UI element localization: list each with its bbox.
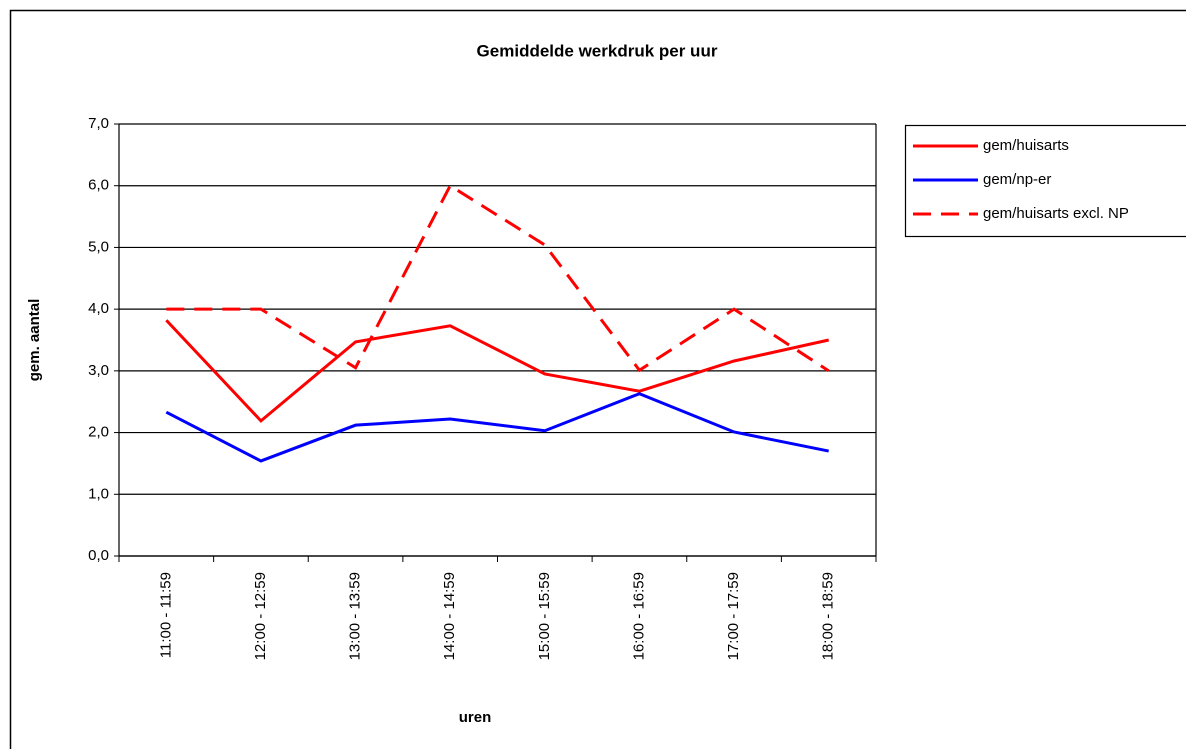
x-tick-label: 18:00 - 18:59 [820, 572, 837, 660]
y-tick-label: 3,0 [88, 362, 109, 379]
x-tick-label: 15:00 - 15:59 [536, 572, 553, 660]
x-tick-label: 16:00 - 16:59 [630, 572, 647, 660]
x-tick-label: 13:00 - 13:59 [347, 572, 364, 660]
chart-border [9, 9, 1186, 749]
y-tick-label: 7,0 [88, 115, 109, 132]
y-tick-label: 6,0 [88, 177, 109, 194]
y-axis-title: gem. aantal [26, 299, 43, 382]
y-tick-label: 4,0 [88, 300, 109, 317]
chart-title: Gemiddelde werkdruk per uur [477, 41, 718, 60]
series-line [166, 183, 830, 373]
x-axis-title: uren [459, 709, 492, 726]
x-tick-label: 11:00 - 11:59 [157, 572, 174, 658]
series-line [165, 392, 829, 463]
y-tick-label: 2,0 [88, 424, 109, 441]
legend-label: gem/huisarts [983, 137, 1069, 154]
y-tick-label: 5,0 [88, 238, 109, 255]
x-tick-label: 14:00 - 14:59 [441, 572, 458, 660]
y-tick-label: 1,0 [88, 485, 109, 502]
legend-label: gem/np-er [983, 171, 1051, 188]
legend-label: gem/huisarts excl. NP [983, 205, 1129, 222]
y-tick-label: 0,0 [88, 547, 109, 564]
x-tick-label: 12:00 - 12:59 [252, 572, 269, 660]
series-line [165, 319, 830, 423]
x-tick-label: 17:00 - 17:59 [725, 572, 742, 660]
